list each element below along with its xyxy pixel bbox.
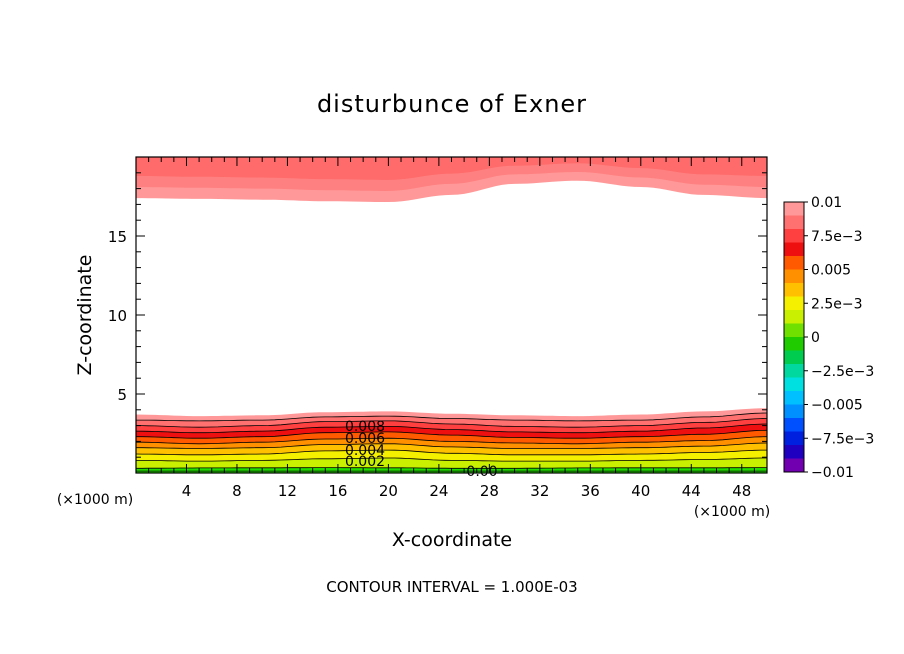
colorbar-swatch <box>784 242 804 257</box>
x-tick-label: 20 <box>379 482 398 500</box>
colorbar-swatch <box>784 445 804 459</box>
contour-line <box>135 449 767 456</box>
contour-label: 0.004 <box>345 443 385 459</box>
x-axis-label: X-coordinate <box>392 529 512 551</box>
colorbar-swatch <box>784 377 804 392</box>
colorbar-swatch <box>784 269 804 284</box>
contour-line <box>135 423 768 434</box>
contour-labels: 0.008 0.006 0.004 0.002 0.00 <box>345 419 498 480</box>
x-tick-label: 28 <box>480 482 499 500</box>
colorbar-swatch <box>784 283 804 297</box>
colorbar-swatch <box>784 256 804 270</box>
x-tick-labels: 4 8 12 16 20 24 28 32 36 40 44 48 <box>182 482 752 500</box>
colorbar-labels: 0.01 7.5e−3 0.005 2.5e−3 0 −2.5e−3 −0.005 −7.5e… <box>804 195 874 481</box>
x-tick-label: 12 <box>278 482 297 500</box>
colorbar-swatch <box>784 296 804 311</box>
plot-area <box>136 157 767 473</box>
x-tick-label: 36 <box>581 482 600 500</box>
x-unit-left: (×1000 m) <box>57 492 133 508</box>
colorbar-swatch <box>784 364 804 378</box>
colorbar <box>783 201 805 473</box>
colorbar-swatch <box>784 215 804 230</box>
y-tick-label: 5 <box>117 386 127 404</box>
x-tick-label: 40 <box>631 482 650 500</box>
contour-label: 0.006 <box>345 431 385 447</box>
axis-ticks <box>135 156 768 474</box>
colorbar-swatch <box>784 310 804 324</box>
contour-label: 0.008 <box>345 419 385 435</box>
contour-line <box>136 412 768 422</box>
contour-label: 0.00 <box>466 464 497 480</box>
y-tick-labels: 5 10 15 <box>108 228 127 404</box>
contour-line <box>136 418 768 428</box>
x-tick-label: 48 <box>732 482 751 500</box>
colorbar-swatch <box>784 229 804 243</box>
colorbar-label: 0 <box>811 330 820 346</box>
colorbar-swatch <box>784 418 804 432</box>
colorbar-label: −0.005 <box>811 398 863 414</box>
colorbar-swatch <box>784 391 804 405</box>
colorbar-swatch <box>784 337 804 351</box>
contour-line <box>136 429 768 439</box>
colorbar-swatch <box>784 404 804 419</box>
x-tick-label: 4 <box>182 482 192 500</box>
colorbar-label: 7.5e−3 <box>811 229 863 245</box>
contour-label: 0.002 <box>345 454 385 470</box>
y-tick-label: 15 <box>108 228 127 246</box>
colorbar-label: −0.01 <box>811 465 854 481</box>
y-axis-label: Z-coordinate <box>74 255 96 376</box>
colorbar-swatch <box>784 323 804 338</box>
colorbar-swatch <box>784 431 804 446</box>
y-tick-label: 10 <box>108 307 127 325</box>
contour-line <box>136 457 767 462</box>
contour-line <box>136 442 768 449</box>
colorbar-label: −2.5e−3 <box>811 364 874 380</box>
contour-band <box>136 157 767 180</box>
colorbar-swatch <box>784 458 804 473</box>
x-tick-label: 44 <box>682 482 701 500</box>
colorbar-label: 0.005 <box>811 263 851 279</box>
colorbar-label: 0.01 <box>811 195 842 211</box>
colorbar-swatch <box>784 202 804 216</box>
contour-interval-note: CONTOUR INTERVAL = 1.000E-03 <box>326 578 577 596</box>
contour-line <box>136 436 768 445</box>
x-unit-right: (×1000 m) <box>694 504 770 520</box>
x-tick-label: 24 <box>429 482 448 500</box>
chart-title: disturbunce of Exner <box>317 90 587 118</box>
colorbar-label: 2.5e−3 <box>811 296 863 312</box>
x-tick-label: 8 <box>232 482 242 500</box>
x-tick-label: 32 <box>530 482 549 500</box>
contour-lines <box>135 412 768 472</box>
colorbar-swatch <box>784 350 804 365</box>
x-tick-label: 16 <box>328 482 347 500</box>
colorbar-label: −7.5e−3 <box>811 431 874 447</box>
